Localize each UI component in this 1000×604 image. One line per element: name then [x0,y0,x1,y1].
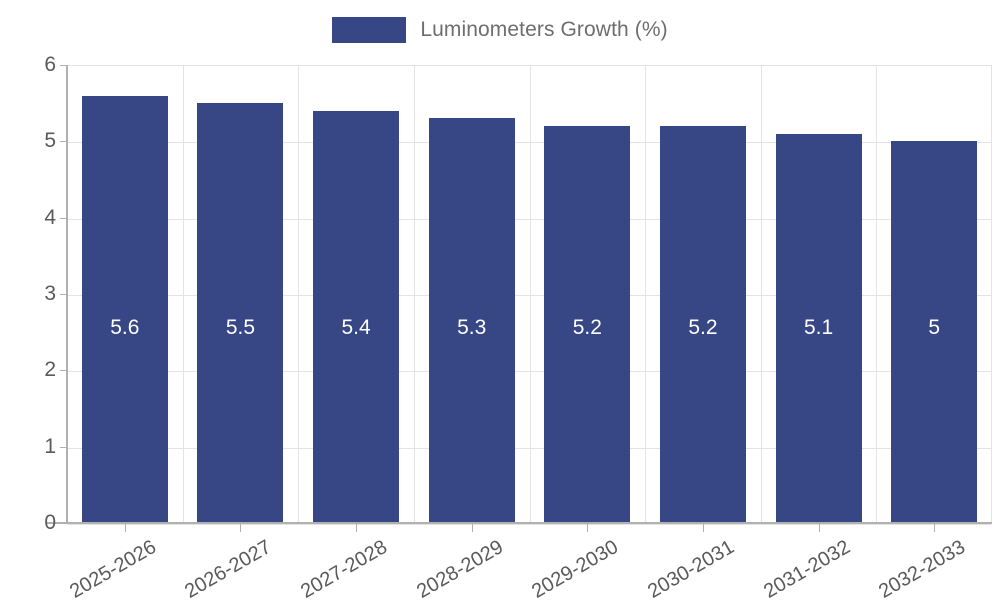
y-axis-ticks: 0 1 2 3 4 5 6 [0,0,67,600]
bar-value-label: 5.1 [803,316,834,339]
bar[interactable] [544,126,631,523]
gridline-horizontal [67,371,991,373]
gridline-horizontal [67,295,991,296]
x-axis-tick-label: 2027-2028 [297,536,392,603]
y-axis-tick-label: 4 [44,205,56,229]
legend-label: Luminometers Growth (%) [420,18,668,41]
y-axis-tick-mark [60,294,67,295]
gridline-horizontal [67,142,991,144]
bar[interactable] [775,133,862,523]
bar-value-label: 5.5 [225,316,256,339]
bar-value-label: 5.6 [110,316,140,339]
bar[interactable] [81,95,168,523]
bar[interactable] [197,103,284,523]
bar-group: 5.1 [761,65,877,523]
gridline-vertical [529,66,531,523]
x-axis-tick-label: 2025-2026 [65,536,160,603]
bar-group: 5.2 [645,65,761,523]
legend-item-luminometers-growth[interactable]: Luminometers Growth (%) [332,17,668,43]
bar-group: 5.6 [67,65,183,523]
x-axis-tick-mark [702,523,704,532]
x-axis-tick-mark [587,523,589,532]
x-axis-tick-label: 2029-2030 [528,536,623,603]
x-axis-tick-label: 2026-2027 [181,536,276,603]
bar[interactable] [428,118,515,523]
y-axis-tick-mark [60,217,67,219]
x-axis-tick-mark [240,523,242,532]
bar-value-label: 5 [928,316,941,339]
y-axis-tick-mark [60,523,67,524]
x-axis-line [46,522,992,524]
gridline-vertical [298,66,300,523]
bar-group: 5.2 [530,65,646,523]
bar-value-label: 5.4 [341,316,371,339]
bar-group: 5.5 [183,65,299,523]
gridline-vertical [760,66,762,523]
bar-group: 5 [876,65,992,523]
y-axis-tick-label: 2 [44,358,56,382]
y-axis-tick-label: 6 [44,53,56,76]
gridline-vertical [645,66,647,523]
x-axis-tick-mark [124,523,126,532]
x-axis-tick-label: 2028-2029 [412,536,507,603]
bars-layer: 5.6 5.5 5.4 5.3 5.2 5.2 5.1 5 [67,65,992,523]
y-axis-tick-label: 0 [44,511,56,534]
plot-area [67,65,992,525]
gridline-horizontal [67,524,991,525]
bar-value-label: 5.2 [688,316,718,339]
gridline-vertical [413,66,415,523]
bar-group: 5.3 [414,65,530,523]
y-axis-tick-label: 3 [44,282,56,305]
y-axis-tick-mark [60,370,67,372]
gridline-vertical [182,66,184,523]
bar[interactable] [313,110,400,523]
y-axis-tick-mark [60,141,67,143]
bar-value-label: 5.3 [457,316,487,339]
gridline-vertical [876,66,878,523]
x-axis-tick-mark [471,523,473,532]
y-axis-tick-mark [60,65,67,66]
bar-value-label: 5.2 [572,316,602,339]
bar[interactable] [891,141,978,523]
x-axis-tick-label: 2031-2032 [759,536,854,603]
bar[interactable] [659,126,746,523]
x-axis-tick-mark [356,523,358,532]
gridline-horizontal [67,218,991,220]
x-axis-tick-mark [818,523,820,532]
x-axis-tick-label: 2030-2031 [644,536,738,603]
legend-color-swatch-icon [332,17,407,43]
x-axis-tick-mark [934,523,936,532]
y-axis-tick-label: 1 [44,434,56,458]
bar-group: 5.4 [298,65,414,523]
x-axis-tick-label: 2032-2033 [875,536,970,603]
chart-legend: Luminometers Growth (%) [0,10,1000,50]
y-axis-tick-mark [60,446,67,448]
gridline-horizontal [67,447,991,449]
y-axis-tick-label: 5 [44,129,56,153]
y-axis-line [66,65,68,524]
